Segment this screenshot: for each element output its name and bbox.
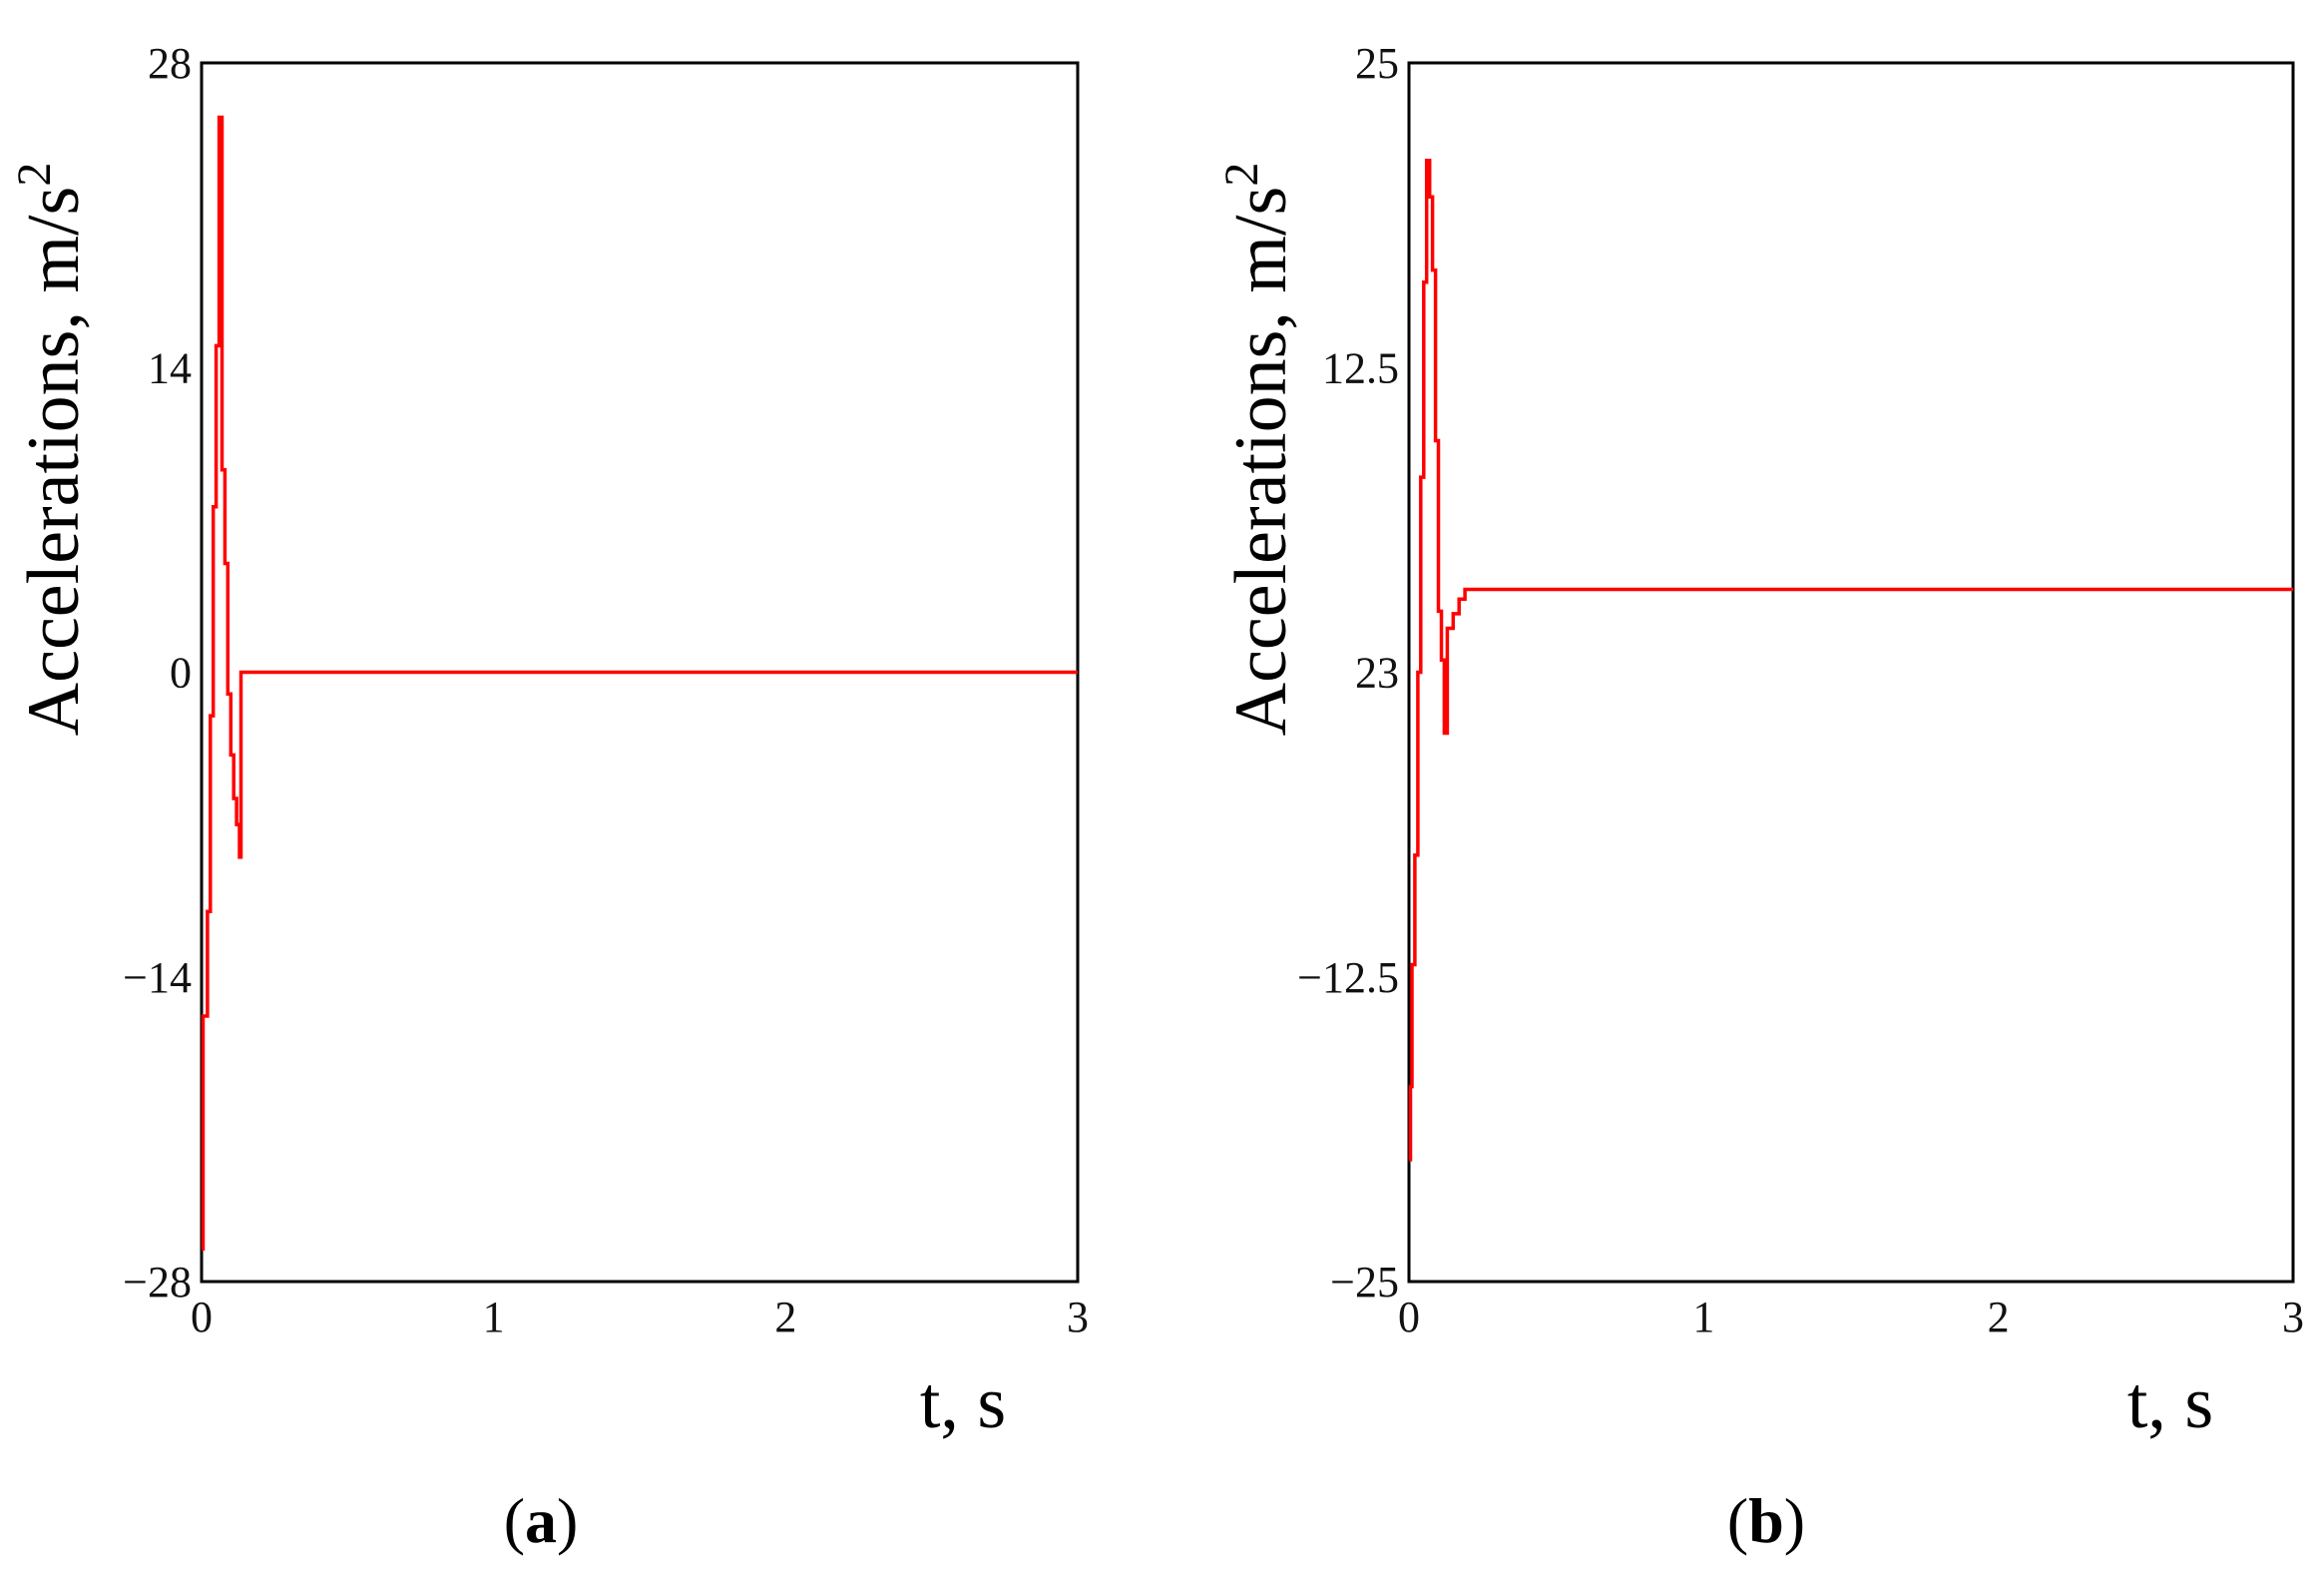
y-tick-label: 12.5 (1322, 343, 1399, 392)
caption-close-paren: ) (557, 1485, 578, 1556)
caption-letter: a (525, 1485, 557, 1556)
y-axis-label: Accelerations, m/s2 (8, 163, 95, 737)
series-line (1408, 158, 2293, 1162)
x-axis-label: t, s (2127, 1362, 2213, 1444)
y-tick-label: −12.5 (1297, 953, 1399, 1002)
caption-close-paren: ) (1784, 1485, 1805, 1556)
x-tick-label: 0 (191, 1293, 213, 1341)
x-tick-label: 0 (1398, 1293, 1420, 1341)
y-axis-label-text: Accelerations, m/s (1220, 187, 1302, 737)
x-tick-label: 2 (1988, 1293, 2010, 1341)
y-tick-label: −25 (1330, 1258, 1399, 1307)
y-tick-label: 25 (1355, 39, 1399, 88)
panel-caption: (b) (1727, 1485, 1805, 1556)
x-tick-label: 3 (1067, 1293, 1089, 1341)
y-tick-label: −28 (123, 1258, 192, 1307)
y-tick-label: 14 (148, 343, 192, 392)
x-tick-label: 1 (483, 1293, 505, 1341)
plot-frame (1407, 61, 2295, 1284)
caption-open-paren: ( (504, 1485, 525, 1556)
x-tick-label: 2 (774, 1293, 796, 1341)
caption-open-paren: ( (1727, 1485, 1748, 1556)
y-tick-label: 0 (170, 649, 192, 698)
y-tick-label: 28 (148, 39, 192, 88)
panel-caption: (a) (504, 1485, 579, 1556)
y-tick-label: 23 (1355, 649, 1399, 698)
y-axis-label-superscript: 2 (1215, 163, 1268, 187)
y-axis-label-superscript: 2 (8, 163, 61, 187)
x-axis-label: t, s (920, 1362, 1006, 1444)
y-tick-label: −14 (123, 953, 192, 1002)
x-tick-label: 3 (2282, 1293, 2304, 1341)
x-tick-label: 1 (1692, 1293, 1714, 1341)
series-line (201, 115, 1078, 1252)
y-axis-label: Accelerations, m/s2 (1215, 163, 1302, 737)
caption-letter: b (1748, 1485, 1784, 1556)
y-axis-label-text: Accelerations, m/s (13, 187, 95, 737)
